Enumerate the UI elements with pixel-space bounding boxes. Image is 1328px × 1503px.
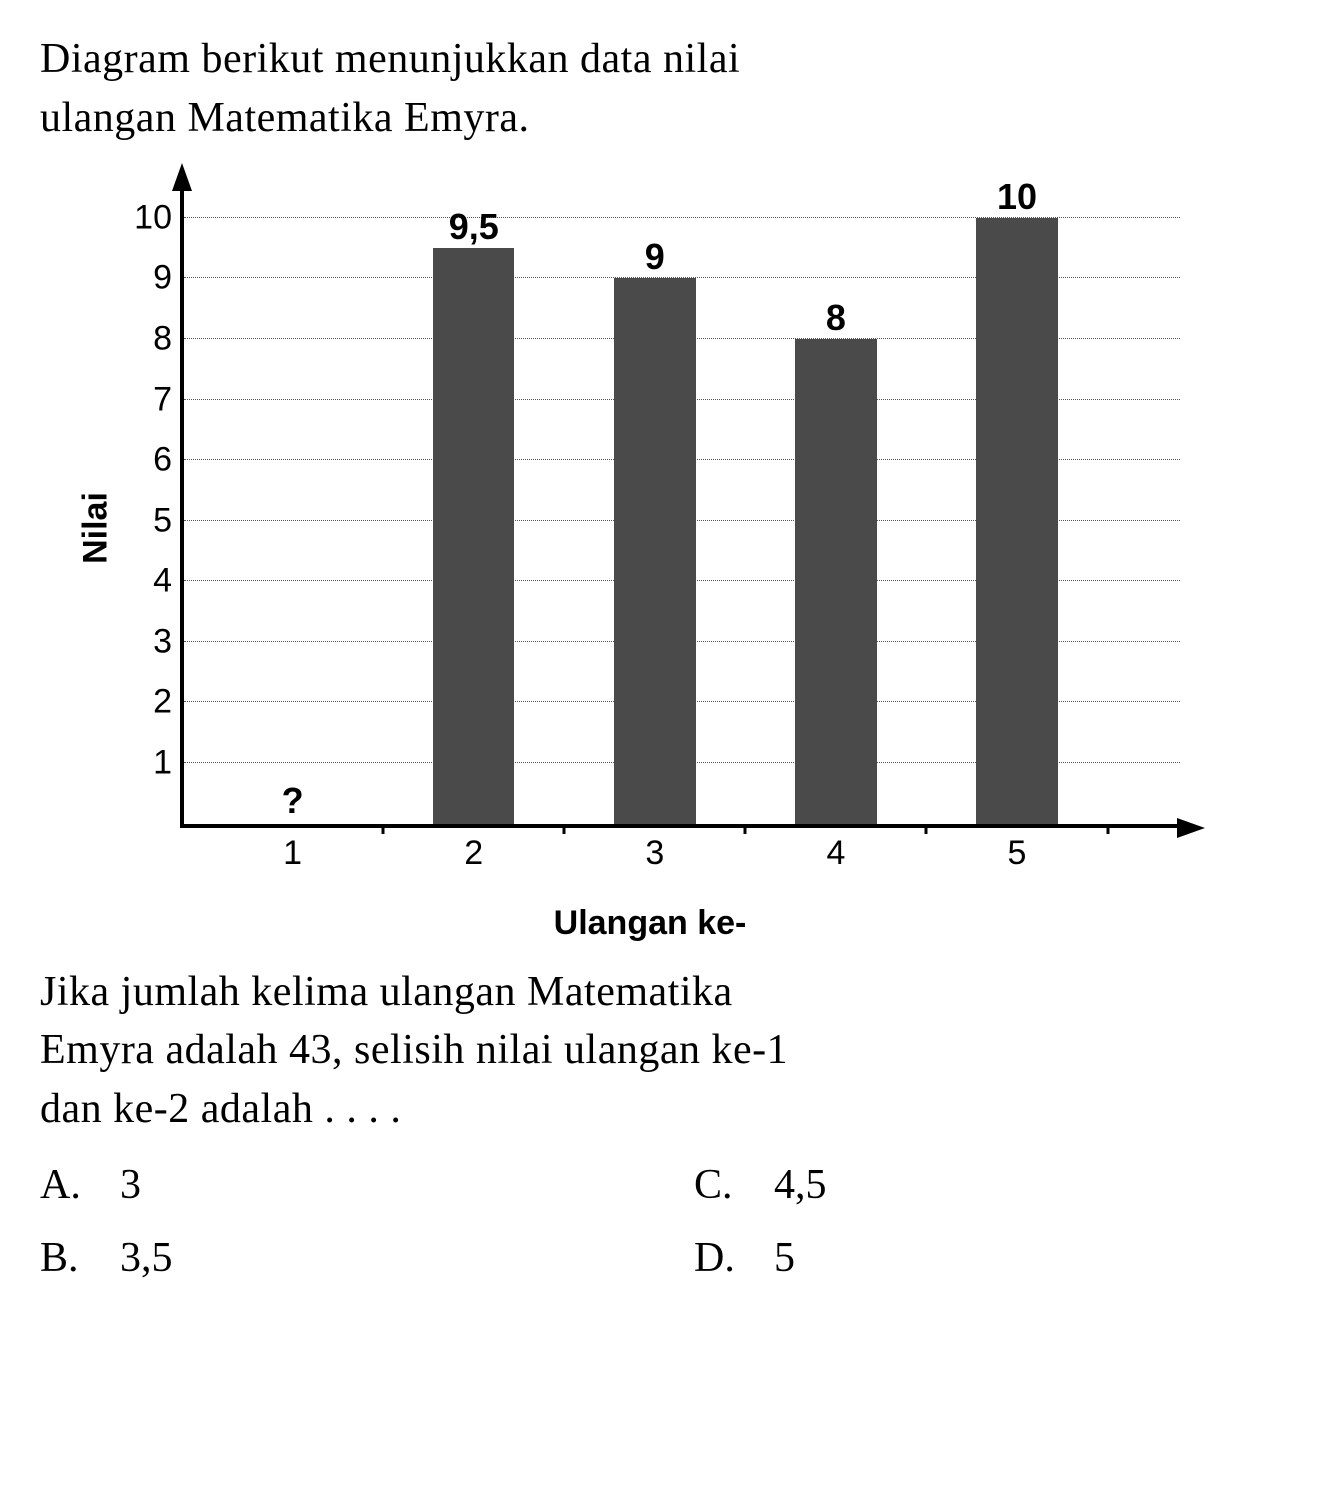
y-tick-label: 10	[134, 198, 172, 237]
bar-value-label: 9	[645, 236, 665, 278]
question-intro: Diagram berikut menunjukkan data nilai u…	[40, 30, 1288, 148]
below-line-3: dan ke-2 adalah . . . .	[40, 1086, 401, 1132]
option-a-text: 3	[120, 1154, 141, 1217]
y-tick-label: 4	[153, 562, 172, 601]
y-tick-label: 5	[153, 501, 172, 540]
y-tick-label: 3	[153, 622, 172, 661]
below-line-1: Jika jumlah kelima ulangan Matematika	[40, 969, 733, 1015]
y-tick-label: 8	[153, 320, 172, 359]
y-tick-label: 1	[153, 744, 172, 783]
intro-line-1: Diagram berikut menunjukkan data nilai	[40, 36, 740, 82]
x-tick-mark	[1106, 824, 1109, 834]
unknown-value-marker: ?	[282, 780, 304, 822]
y-tick-label: 2	[153, 683, 172, 722]
question-body: Jika jumlah kelima ulangan Matematika Em…	[40, 963, 1288, 1139]
x-tick-mark	[744, 824, 747, 834]
plot-area: 12345678910?19,529384105	[180, 188, 1180, 828]
x-tick-label: 4	[826, 834, 845, 873]
y-tick-label: 6	[153, 441, 172, 480]
x-tick-label: 1	[283, 834, 302, 873]
option-d-text: 5	[774, 1227, 795, 1290]
bar: 9	[614, 278, 695, 823]
intro-line-2: ulangan Matematika Emyra.	[40, 95, 530, 141]
bar-chart: Nilai 12345678910?19,529384105 Ulangan k…	[100, 168, 1200, 888]
x-tick-mark	[925, 824, 928, 834]
option-a: A. 3	[40, 1154, 634, 1217]
bar-value-label: 9,5	[449, 206, 499, 248]
option-d: D. 5	[694, 1227, 1288, 1290]
option-a-label: A.	[40, 1154, 90, 1217]
option-b-label: B.	[40, 1227, 90, 1290]
option-c-text: 4,5	[774, 1154, 827, 1217]
bar: 9,5	[433, 248, 514, 823]
option-c-label: C.	[694, 1154, 744, 1217]
x-tick-label: 5	[1008, 834, 1027, 873]
option-b-text: 3,5	[120, 1227, 173, 1290]
x-axis-arrow	[1177, 818, 1205, 838]
x-tick-label: 2	[464, 834, 483, 873]
y-axis-label: Nilai	[76, 492, 115, 564]
bar: 10	[976, 218, 1057, 824]
option-b: B. 3,5	[40, 1227, 634, 1290]
option-d-label: D.	[694, 1227, 744, 1290]
y-tick-label: 7	[153, 380, 172, 419]
bar: 8	[795, 339, 876, 824]
bar-value-label: 8	[826, 297, 846, 339]
bar-value-label: 10	[997, 176, 1037, 218]
option-c: C. 4,5	[694, 1154, 1288, 1217]
x-tick-mark	[563, 824, 566, 834]
x-axis-label: Ulangan ke-	[554, 904, 747, 943]
y-axis-arrow	[172, 163, 192, 191]
x-tick-label: 3	[645, 834, 664, 873]
y-tick-label: 9	[153, 259, 172, 298]
x-tick-mark	[382, 824, 385, 834]
answer-options: A. 3 C. 4,5 B. 3,5 D. 5	[40, 1154, 1288, 1290]
below-line-2: Emyra adalah 43, selisih nilai ulangan k…	[40, 1027, 788, 1073]
